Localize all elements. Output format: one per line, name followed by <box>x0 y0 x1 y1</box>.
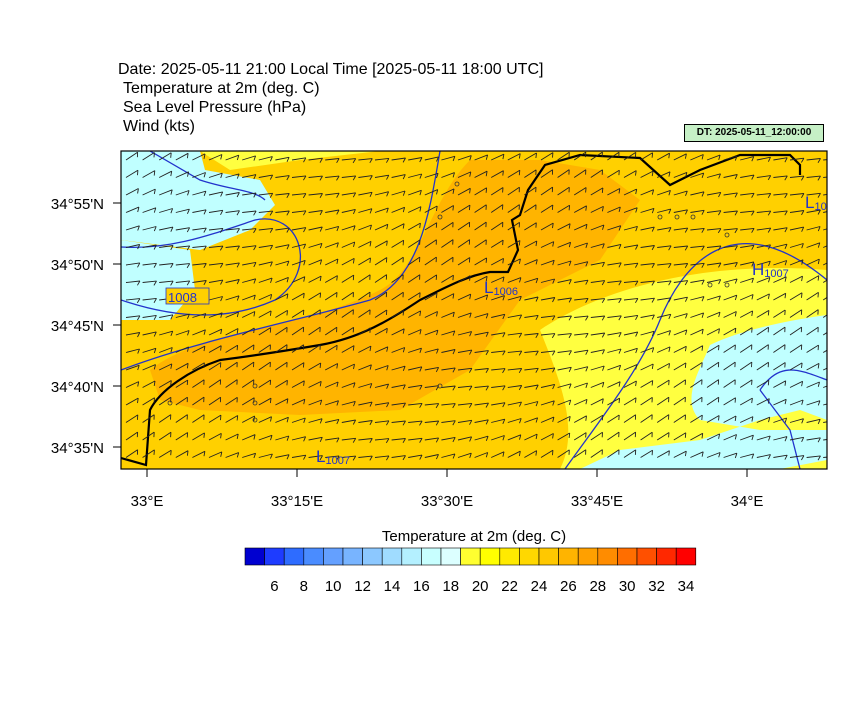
axis-ticks <box>113 202 748 477</box>
dt-badge: DT: 2025-05-11_12:00:00 <box>684 124 824 142</box>
lat-tick-label: 34°50'N <box>51 257 104 274</box>
colorbar-swatch <box>323 547 344 566</box>
lon-tick-label: 34°E <box>731 493 764 510</box>
colorbar-label: 12 <box>354 578 371 595</box>
lon-tick-label: 33°30'E <box>421 493 473 510</box>
isobar-1007-west <box>121 151 441 371</box>
temperature-zone-cool-north <box>121 151 380 170</box>
lon-tick-label: 33°45'E <box>571 493 623 510</box>
isobar-1007-east <box>564 243 827 469</box>
colorbar-swatch <box>401 547 422 566</box>
calm-markers <box>167 181 730 423</box>
colorbar-swatch <box>558 547 579 566</box>
lat-tick-label: 34°45'N <box>51 318 104 335</box>
colorbar-swatch <box>636 547 657 566</box>
map-header: Date: 2025-05-11 21:00 Local Time [2025-… <box>118 60 543 136</box>
lat-tick-label: 34°35'N <box>51 440 104 457</box>
colorbar-swatch <box>656 547 677 566</box>
colorbar-swatch <box>303 547 324 566</box>
colorbar-swatch <box>577 547 599 566</box>
colorbar-label: 10 <box>325 578 342 595</box>
temperature-colorbar <box>244 547 697 566</box>
date-line: Date: 2025-05-11 21:00 Local Time [2025-… <box>118 61 544 78</box>
temperature-zone-cold-northwest <box>121 151 275 250</box>
colorbar-label: 8 <box>300 578 308 595</box>
temperature-zone-cold-southeast <box>580 315 827 469</box>
colorbar-swatch <box>479 547 501 566</box>
axis-labels: 33°E 33°15'E 33°30'E 33°45'E 34°E 34°55'… <box>51 196 763 510</box>
field-pressure: Sea Level Pressure (hPa) <box>123 99 307 116</box>
colorbar-label: 26 <box>560 578 577 595</box>
colorbar-labels: 6 8 10 12 14 16 18 20 22 24 26 28 30 32 34 <box>270 578 694 595</box>
colorbar-swatch <box>421 547 442 566</box>
colorbar-swatch <box>499 547 520 566</box>
colorbar-swatch <box>440 547 461 566</box>
colorbar-label: 28 <box>589 578 606 595</box>
colorbar-label: 22 <box>501 578 518 595</box>
pressure-labels: L1006 L1007 H1007 L10 1008 <box>165 193 827 467</box>
colorbar-label: 34 <box>678 578 695 595</box>
colorbar-swatch <box>538 547 559 566</box>
colorbar-swatch <box>264 547 285 566</box>
colorbar-label: 24 <box>531 578 548 595</box>
map-plot-area <box>121 151 827 469</box>
colorbar-label: 20 <box>472 578 489 595</box>
colorbar-label: 16 <box>413 578 430 595</box>
colorbar-label: 18 <box>442 578 459 595</box>
colorbar-swatch <box>362 547 383 566</box>
plot-frame <box>120 150 828 470</box>
lon-tick-label: 33°E <box>131 493 164 510</box>
colorbar-swatch <box>675 547 697 566</box>
colorbar-swatch <box>460 547 481 566</box>
colorbar-swatch <box>381 547 403 566</box>
lon-tick-label: 33°15'E <box>271 493 323 510</box>
colorbar-label: 14 <box>384 578 401 595</box>
colorbar-swatch <box>283 547 305 566</box>
isobar-value-label: 1008 <box>168 290 197 305</box>
colorbar-label: 30 <box>619 578 636 595</box>
wind-barbs <box>125 151 827 461</box>
lat-tick-label: 34°55'N <box>51 196 104 213</box>
colorbar-swatch <box>342 547 363 566</box>
colorbar-swatch <box>597 547 618 566</box>
colorbar-swatch <box>519 547 540 566</box>
colorbar-label: 6 <box>270 578 278 595</box>
field-temperature: Temperature at 2m (deg. C) <box>123 80 320 97</box>
colorbar-swatch <box>617 547 638 566</box>
lat-tick-label: 34°40'N <box>51 379 104 396</box>
field-wind: Wind (kts) <box>123 118 195 135</box>
colorbar-swatch <box>244 547 265 566</box>
colorbar-label: 32 <box>648 578 665 595</box>
colorbar-title: Temperature at 2m (deg. C) <box>381 528 567 545</box>
